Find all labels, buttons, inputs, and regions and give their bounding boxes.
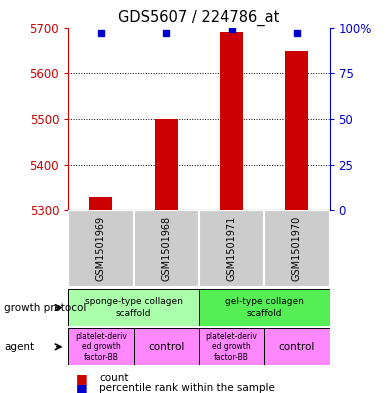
Text: GSM1501968: GSM1501968 [161,216,171,281]
Bar [199,328,264,365]
Bar [264,328,330,365]
Text: growth protocol: growth protocol [4,303,86,312]
Text: control: control [279,342,315,352]
Text: control: control [148,342,184,352]
Bar [199,289,330,326]
Text: GSM1501969: GSM1501969 [96,216,106,281]
Text: platelet-deriv
ed growth
factor-BB: platelet-deriv ed growth factor-BB [206,332,257,362]
Bar [199,210,264,287]
Bar [220,32,243,210]
Bar [89,196,112,210]
Bar [133,210,199,287]
Text: GSM1501971: GSM1501971 [227,216,237,281]
Text: GSM1501970: GSM1501970 [292,216,302,281]
Text: percentile rank within the sample: percentile rank within the sample [99,383,275,393]
Text: gel-type collagen
scaffold: gel-type collagen scaffold [225,298,304,318]
Text: platelet-deriv
ed growth
factor-BB: platelet-deriv ed growth factor-BB [75,332,127,362]
Bar [285,51,308,210]
Text: sponge-type collagen
scaffold: sponge-type collagen scaffold [85,298,183,318]
Bar [155,119,178,210]
Text: ■: ■ [76,382,88,393]
Text: ■: ■ [76,371,88,385]
Bar [133,328,199,365]
Text: agent: agent [4,342,34,352]
Bar [264,210,330,287]
Text: count: count [99,373,129,383]
Title: GDS5607 / 224786_at: GDS5607 / 224786_at [118,10,280,26]
Bar [68,210,133,287]
Bar [68,328,133,365]
Bar [68,289,199,326]
